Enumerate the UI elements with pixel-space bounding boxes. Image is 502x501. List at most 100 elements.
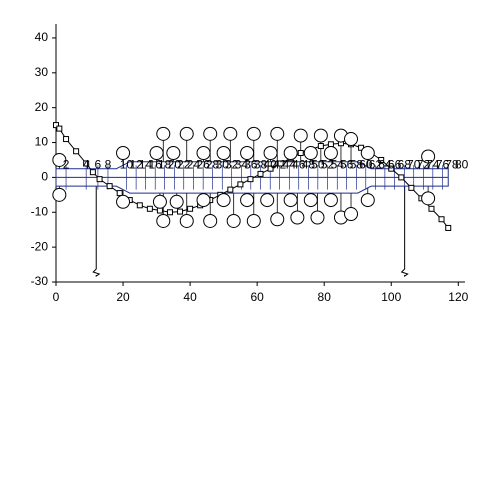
support <box>400 177 409 277</box>
station-label: 52 <box>321 157 335 171</box>
circle-marker <box>283 146 298 160</box>
x-tick-label: 120 <box>448 290 468 304</box>
station-label: 12 <box>129 157 143 171</box>
station-label: 50 <box>311 157 325 171</box>
station-label: 76 <box>436 157 450 171</box>
station-label: 24 <box>187 157 201 171</box>
x-tick-label: 40 <box>183 290 197 304</box>
y-tick-label: 40 <box>35 30 49 44</box>
station-label: 70 <box>407 157 421 171</box>
square-marker <box>177 208 184 215</box>
station-label: 72 <box>417 157 431 171</box>
square-marker <box>73 148 80 155</box>
square-marker <box>116 190 123 197</box>
circle-marker <box>310 210 325 225</box>
circle-marker <box>179 213 194 228</box>
circle-marker <box>226 213 241 228</box>
circle-marker <box>283 193 298 208</box>
square-marker <box>89 169 96 176</box>
station-label: 44 <box>283 157 297 171</box>
y-tick-label: -30 <box>31 274 49 288</box>
circle-marker <box>303 146 318 160</box>
station-label: 16 <box>149 157 163 171</box>
y-tick-label: -10 <box>31 204 49 218</box>
station-label: 2 <box>63 157 70 171</box>
circle-marker <box>240 146 255 160</box>
y-tick-label: 10 <box>35 135 49 149</box>
station-label: 48 <box>302 157 316 171</box>
square-marker <box>378 156 385 163</box>
circle-marker <box>246 126 261 141</box>
station-label: 28 <box>206 157 220 171</box>
circle-marker <box>270 212 285 227</box>
square-marker <box>146 205 153 212</box>
station-label: 54 <box>331 157 345 171</box>
square-marker <box>277 160 284 167</box>
circle-marker <box>196 146 211 160</box>
square-marker <box>428 205 435 212</box>
circle-marker <box>156 213 171 228</box>
y-tick-label: 0 <box>41 170 48 184</box>
station-label: 38 <box>254 157 268 171</box>
circle-marker <box>323 146 338 160</box>
circle-marker <box>360 146 375 160</box>
circle-marker <box>52 152 67 167</box>
square-marker <box>237 181 244 188</box>
station-label: 74 <box>426 157 440 171</box>
circle-marker <box>156 126 171 141</box>
station-label: 66 <box>388 157 402 171</box>
circle-marker <box>152 194 167 209</box>
circle-marker <box>116 146 131 160</box>
circle-marker <box>344 132 359 147</box>
x-tick-label: 100 <box>381 290 401 304</box>
square-marker <box>438 216 445 223</box>
x-tick-label: 20 <box>116 290 130 304</box>
square-marker <box>408 184 415 191</box>
station-label: 46 <box>292 157 306 171</box>
x-tick-label: 60 <box>250 290 264 304</box>
square-marker <box>166 209 173 216</box>
square-marker <box>445 224 452 231</box>
circle-marker <box>223 126 238 141</box>
square-marker <box>136 202 143 209</box>
square-marker <box>388 165 395 172</box>
station-label: 18 <box>158 157 172 171</box>
square-marker <box>56 125 63 132</box>
circle-marker <box>179 126 194 141</box>
square-marker <box>257 170 264 177</box>
station-label: 10 <box>120 157 134 171</box>
circle-marker <box>149 146 164 160</box>
circle-marker <box>196 193 211 208</box>
square-marker <box>398 174 405 181</box>
circle-marker <box>246 213 261 228</box>
station-label: 22 <box>177 157 191 171</box>
support <box>92 177 101 277</box>
square-marker <box>247 176 254 183</box>
square-marker <box>53 122 59 129</box>
circle-marker <box>421 149 436 164</box>
station-label: 36 <box>244 157 258 171</box>
station-label: 60 <box>359 157 373 171</box>
station-label: 56 <box>340 157 354 171</box>
square-marker <box>187 205 194 212</box>
circle-marker <box>344 207 359 222</box>
x-tick-label: 0 <box>53 290 60 304</box>
circle-marker <box>290 210 305 225</box>
square-marker <box>297 150 304 156</box>
station-label: 32 <box>225 157 239 171</box>
circle-marker <box>313 128 328 143</box>
station-label: 4 <box>83 157 90 171</box>
square-marker <box>83 160 90 167</box>
station-label: 20 <box>168 157 182 171</box>
station-label: 30 <box>216 157 230 171</box>
circle-marker <box>323 193 338 208</box>
circle-marker <box>216 146 231 160</box>
square-marker <box>317 143 324 150</box>
station-label: 80 <box>455 157 469 171</box>
station-label: 26 <box>196 157 210 171</box>
square-marker <box>267 165 274 172</box>
station-label: 6 <box>95 157 102 171</box>
y-tick-label: 20 <box>35 100 49 114</box>
y-tick-label: 30 <box>35 65 49 79</box>
